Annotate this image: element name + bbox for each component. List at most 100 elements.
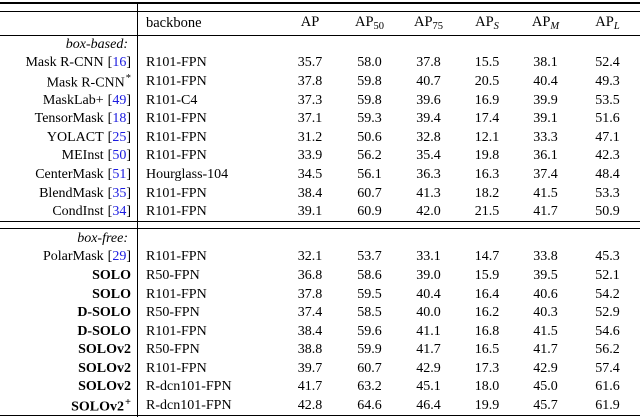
table-row: MEInst 50 R101-FPN 33.9 56.2 35.4 19.8 36.1 42.3 [0, 147, 640, 166]
metric-value-cell: 16.8 [474, 323, 500, 339]
metric-subscript: M [550, 20, 560, 32]
metric-value-cell: 54.2 [595, 286, 620, 302]
citation-link[interactable]: 25 [112, 129, 127, 145]
table-row: CenterMask 51 Hourglass-104 34.5 56.1 36.3 16.… [0, 166, 640, 185]
method-name: SOLOv2 [78, 379, 131, 395]
metric-value-cell: 17.3 [474, 360, 500, 376]
metric-value-cell: 40.0 [416, 305, 441, 321]
method-name: BlendMask [39, 185, 104, 201]
method-cell: SOLO [0, 286, 137, 302]
header-ap75: AP75 [399, 13, 458, 33]
metric-value-cell: 61.9 [595, 398, 620, 414]
metric-value-cell: 53.7 [357, 249, 382, 265]
method-cell: SOLOv2 [0, 361, 137, 376]
metric-subscript: 75 [432, 20, 444, 32]
metric-value-cell: 17.4 [474, 111, 500, 127]
section-label: box-free: [77, 230, 128, 246]
metric-value-cell: 64.6 [357, 398, 382, 414]
method-cell: Mask R-CNN* [0, 73, 137, 91]
metric-value-cell: 35.7 [297, 55, 323, 71]
metric-value-cell: 37.1 [297, 111, 323, 127]
method-name: D-SOLO [77, 323, 131, 339]
backbone-cell: Hourglass-104 [146, 166, 229, 182]
metric-value-cell: 33.1 [416, 249, 441, 265]
metric-value-cell: 53.3 [595, 185, 620, 201]
metric-value-cell: 18.2 [474, 185, 500, 201]
metric-value-cell: 56.2 [595, 342, 620, 358]
method-name: D-SOLO [77, 305, 131, 321]
metric-base: AP [475, 13, 494, 30]
metric-value-cell: 20.5 [474, 73, 500, 89]
metric-base: AP [413, 13, 433, 30]
metric-value-cell: 60.7 [357, 360, 382, 376]
citation: 35 [108, 186, 131, 201]
method-name: SOLOv2 [71, 399, 125, 415]
citation-link[interactable]: 29 [112, 249, 127, 265]
metric-value-cell: 38.8 [297, 342, 323, 358]
metric-value-cell: 14.7 [474, 249, 500, 265]
citation: 49 [108, 93, 131, 108]
metric-value-cell: 45.0 [533, 379, 558, 395]
method-name: YOLACT [46, 129, 104, 145]
citation-link[interactable]: 49 [112, 92, 127, 108]
metric-value-cell: 42.8 [297, 398, 323, 414]
method-cell: BlendMask 35 [0, 185, 137, 201]
metric-value-cell: 36.1 [533, 148, 558, 164]
metric-value-cell: 40.7 [416, 73, 441, 89]
metric-value-cell: 53.5 [595, 92, 620, 108]
citation-link[interactable]: 50 [112, 148, 127, 164]
metric-value-cell: 31.2 [297, 129, 323, 145]
metric-value-cell: 42.0 [416, 204, 441, 220]
table-header: backbone AP AP50 AP75 APS APM APL [0, 12, 640, 35]
metric-value-cell: 33.9 [297, 148, 323, 164]
method-cell: D-SOLO [0, 323, 137, 339]
header-aps: APS [458, 13, 516, 33]
method-name: SOLO [92, 286, 131, 302]
table-row: PolarMask 29 R101-FPN 32.1 53.7 33.1 14.7 33.8 4… [0, 248, 640, 267]
backbone-cell: R101-FPN [146, 129, 207, 145]
metric-subscript: 50 [373, 20, 385, 32]
table-row: SOLOv2+ R-dcn101-FPN 42.8 64.6 46.4 19.9 45.7 6… [0, 397, 640, 416]
method-cell: TensorMask 18 [0, 111, 137, 127]
metric-value-cell: 59.6 [357, 323, 382, 339]
method-cell: Mask R-CNN 16 [0, 55, 137, 71]
citation-link[interactable]: 16 [112, 55, 127, 71]
metric-value-cell: 32.8 [416, 129, 441, 145]
citation: 50 [108, 148, 131, 163]
citation-link[interactable]: 51 [112, 166, 127, 182]
metric-value-cell: 37.4 [533, 166, 558, 182]
backbone-cell: R50-FPN [146, 305, 200, 321]
metric-value-cell: 12.1 [474, 129, 500, 145]
table-row: SOLO R50-FPN 36.8 58.6 39.0 15.9 39.5 52.1 [0, 267, 640, 286]
table-row: TensorMask 18 R101-FPN 37.1 59.3 39.4 17.4 39.1… [0, 110, 640, 129]
metric-value-cell: 16.3 [474, 166, 500, 182]
table-body: box-based: Mask R-CNN 16 R101-FPN 35.7 58.0 37… [0, 36, 640, 416]
backbone-cell: R101-FPN [146, 73, 207, 89]
metric-base: AP [354, 13, 374, 30]
citation-link[interactable]: 34 [112, 204, 127, 220]
metric-value-cell: 40.4 [533, 73, 558, 89]
metric-value-cell: 37.8 [416, 55, 441, 71]
citation-link[interactable]: 35 [112, 185, 127, 201]
table-row: Mask R-CNN 16 R101-FPN 35.7 58.0 37.8 15.5 38.1… [0, 54, 640, 73]
metric-value-cell: 41.3 [416, 185, 441, 201]
table-bottom-rule [0, 415, 640, 418]
citation-link[interactable]: 18 [112, 111, 127, 127]
method-cell: CondInst 34 [0, 204, 137, 220]
table-row: YOLACT 25 R101-FPN 31.2 50.6 32.8 12.1 33.3 47.1 [0, 128, 640, 147]
metric-value-cell: 38.1 [533, 55, 558, 71]
metric-value-cell: 16.4 [474, 286, 500, 302]
method-name: Mask R-CNN [46, 75, 125, 91]
method-cell: PolarMask 29 [0, 249, 137, 265]
table-row: D-SOLO R101-FPN 38.4 59.6 41.1 16.8 41.5 54.6 [0, 322, 640, 341]
metric-value-cell: 41.5 [533, 323, 558, 339]
metric-value-cell: 32.1 [297, 249, 323, 265]
metric-value-cell: 35.4 [416, 148, 441, 164]
method-cell: SOLOv2 [0, 380, 137, 394]
metric-value-cell: 39.4 [416, 111, 441, 127]
method-name: TensorMask [34, 111, 104, 127]
metric-value-cell: 52.4 [595, 55, 620, 71]
backbone-cell: R101-FPN [146, 360, 207, 376]
metric-value-cell: 58.6 [357, 267, 382, 283]
citation: 51 [108, 167, 131, 182]
